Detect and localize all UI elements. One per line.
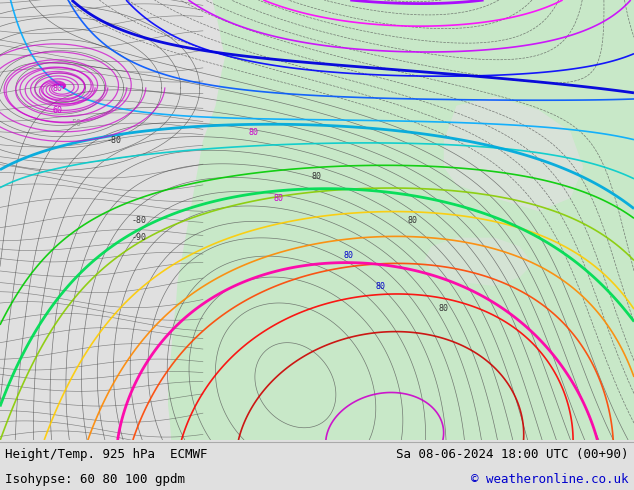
Text: 80: 80 bbox=[407, 216, 417, 224]
Text: -80: -80 bbox=[107, 136, 122, 146]
Text: 80: 80 bbox=[312, 172, 322, 180]
Text: © weatheronline.co.uk: © weatheronline.co.uk bbox=[472, 472, 629, 486]
Text: 80: 80 bbox=[52, 83, 62, 93]
Text: Isohypse: 60 80 100 gpdm: Isohypse: 60 80 100 gpdm bbox=[5, 472, 185, 486]
Polygon shape bbox=[168, 0, 634, 440]
Text: 50: 50 bbox=[71, 119, 81, 128]
Text: 80: 80 bbox=[274, 194, 284, 202]
Text: 80: 80 bbox=[344, 251, 354, 260]
Text: 60: 60 bbox=[52, 105, 62, 115]
Text: -80: -80 bbox=[132, 216, 147, 224]
FancyBboxPatch shape bbox=[0, 0, 634, 440]
Text: 80: 80 bbox=[439, 303, 449, 313]
FancyBboxPatch shape bbox=[0, 0, 168, 440]
Text: -90: -90 bbox=[132, 233, 147, 242]
Text: 80: 80 bbox=[375, 282, 385, 291]
Polygon shape bbox=[444, 97, 583, 211]
Text: 80: 80 bbox=[249, 127, 259, 137]
Text: Sa 08-06-2024 18:00 UTC (00+90): Sa 08-06-2024 18:00 UTC (00+90) bbox=[396, 447, 629, 461]
Text: Height/Temp. 925 hPa  ECMWF: Height/Temp. 925 hPa ECMWF bbox=[5, 447, 207, 461]
Polygon shape bbox=[425, 238, 533, 286]
